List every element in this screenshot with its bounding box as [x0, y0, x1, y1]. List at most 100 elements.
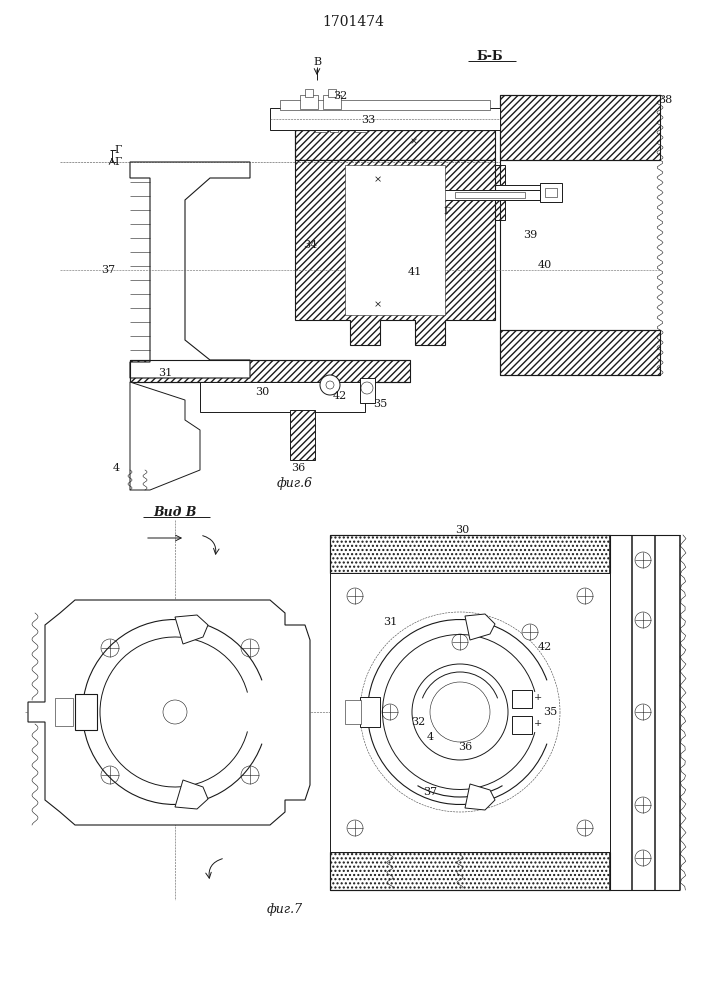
- Text: 4: 4: [426, 732, 433, 742]
- Polygon shape: [130, 382, 200, 490]
- Circle shape: [101, 766, 119, 784]
- Circle shape: [635, 552, 651, 568]
- Bar: [330, 852, 610, 890]
- Text: ×: ×: [374, 300, 382, 310]
- Bar: [355, 120, 367, 132]
- Circle shape: [577, 588, 593, 604]
- Circle shape: [635, 850, 651, 866]
- Bar: [455, 192, 525, 198]
- Bar: [330, 120, 338, 132]
- Bar: [300, 95, 318, 109]
- Circle shape: [412, 664, 508, 760]
- Text: Б-Б: Б-Б: [477, 50, 503, 64]
- Bar: [330, 573, 610, 852]
- Circle shape: [635, 797, 651, 813]
- Polygon shape: [175, 615, 208, 644]
- Circle shape: [522, 624, 538, 640]
- Polygon shape: [130, 162, 250, 378]
- Text: 4: 4: [113, 463, 120, 473]
- Text: 35: 35: [373, 399, 387, 409]
- Bar: [512, 690, 532, 708]
- Polygon shape: [175, 780, 208, 809]
- Circle shape: [241, 766, 259, 784]
- Circle shape: [452, 634, 468, 650]
- Text: Г: Г: [115, 157, 122, 167]
- Bar: [430, 165, 505, 220]
- Circle shape: [326, 381, 334, 389]
- Circle shape: [577, 820, 593, 836]
- Bar: [55, 698, 73, 726]
- Bar: [360, 378, 375, 403]
- Bar: [75, 694, 97, 730]
- Bar: [540, 183, 562, 202]
- Text: 35: 35: [543, 707, 557, 717]
- Polygon shape: [295, 160, 495, 345]
- Text: Г: Г: [443, 208, 450, 217]
- Text: 1701474: 1701474: [322, 15, 384, 29]
- Bar: [430, 185, 550, 200]
- Bar: [360, 697, 380, 727]
- Text: фиг.6: фиг.6: [277, 477, 313, 489]
- Text: Г: Г: [115, 145, 122, 155]
- Bar: [345, 165, 445, 315]
- Bar: [500, 330, 660, 375]
- Text: 42: 42: [333, 391, 347, 401]
- Polygon shape: [465, 614, 495, 640]
- Polygon shape: [465, 784, 495, 810]
- Bar: [200, 382, 365, 412]
- Text: В: В: [313, 57, 321, 67]
- Circle shape: [416, 249, 434, 267]
- Bar: [290, 410, 315, 460]
- Circle shape: [241, 639, 259, 657]
- Bar: [500, 95, 660, 160]
- Text: 33: 33: [361, 115, 375, 125]
- Text: 39: 39: [523, 230, 537, 240]
- Circle shape: [361, 382, 373, 394]
- Circle shape: [101, 639, 119, 657]
- Bar: [130, 360, 410, 382]
- Text: +: +: [534, 694, 542, 702]
- Bar: [280, 100, 490, 110]
- Bar: [323, 95, 341, 109]
- Text: 34: 34: [303, 240, 317, 250]
- Bar: [345, 700, 361, 724]
- Text: 37: 37: [423, 787, 437, 797]
- Text: 40: 40: [538, 260, 552, 270]
- Text: 37: 37: [101, 265, 115, 275]
- Circle shape: [635, 612, 651, 628]
- Bar: [512, 716, 532, 734]
- Bar: [270, 108, 500, 130]
- Bar: [305, 89, 313, 97]
- Text: ×: ×: [410, 137, 418, 146]
- Circle shape: [635, 704, 651, 720]
- Text: Вид В: Вид В: [153, 506, 197, 520]
- Circle shape: [347, 820, 363, 836]
- Text: фиг.7: фиг.7: [267, 904, 303, 916]
- Polygon shape: [28, 600, 310, 825]
- Text: 38: 38: [658, 95, 672, 105]
- Text: 30: 30: [255, 387, 269, 397]
- Circle shape: [430, 682, 490, 742]
- Text: 30: 30: [455, 525, 469, 535]
- Circle shape: [320, 375, 340, 395]
- Circle shape: [163, 700, 187, 724]
- Bar: [330, 535, 610, 573]
- Text: 32: 32: [411, 717, 425, 727]
- Text: 36: 36: [458, 742, 472, 752]
- Bar: [200, 395, 365, 410]
- Text: +: +: [534, 720, 542, 728]
- Text: 31: 31: [383, 617, 397, 627]
- Text: 36: 36: [291, 463, 305, 473]
- Circle shape: [382, 704, 398, 720]
- Circle shape: [347, 588, 363, 604]
- Bar: [440, 190, 540, 200]
- Text: 42: 42: [538, 642, 552, 652]
- Text: 41: 41: [408, 267, 422, 277]
- Bar: [335, 105, 341, 120]
- Bar: [545, 188, 557, 197]
- Bar: [295, 130, 495, 160]
- Bar: [328, 89, 336, 97]
- Bar: [315, 120, 327, 132]
- Text: 31: 31: [158, 368, 172, 378]
- Text: ×: ×: [374, 176, 382, 184]
